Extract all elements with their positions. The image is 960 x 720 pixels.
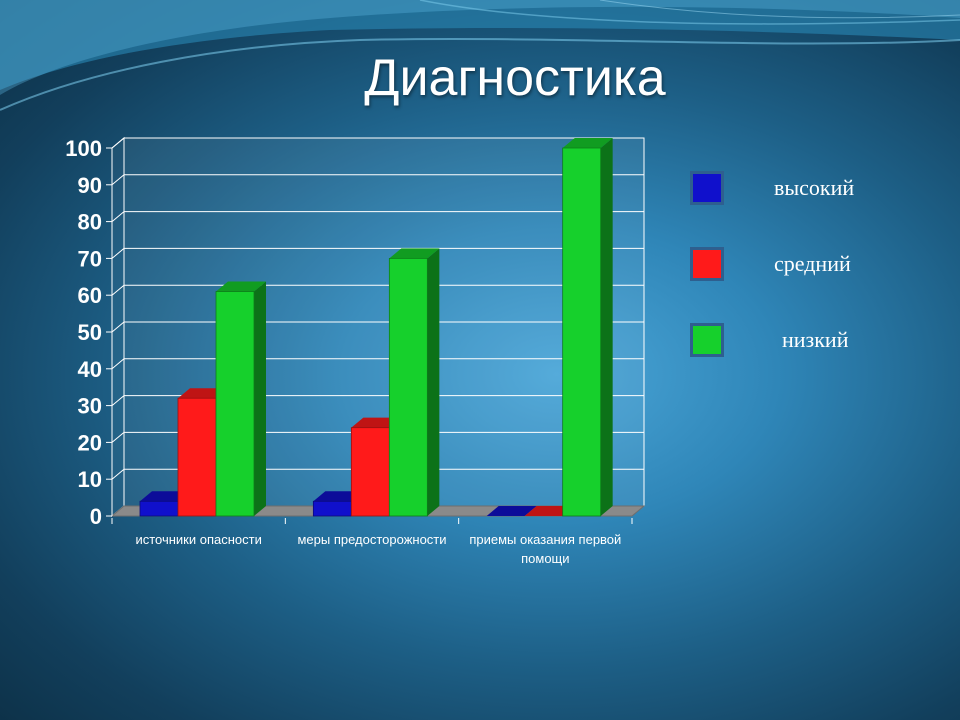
header-swoosh-decoration — [0, 0, 960, 111]
x-category-label-line: приемы оказания первой — [469, 532, 621, 547]
bar-top — [178, 388, 228, 399]
y-tick-label: 100 — [65, 136, 102, 161]
gridline — [111, 358, 644, 370]
legend-label-low: низкий — [782, 327, 849, 352]
bar-top — [389, 248, 440, 259]
bar-side — [600, 138, 613, 516]
gridline — [111, 321, 644, 333]
gridline — [111, 431, 644, 443]
bar-top — [216, 281, 266, 292]
y-tick-label: 30 — [78, 394, 102, 419]
gridline — [111, 468, 644, 480]
bar-side — [427, 248, 440, 516]
y-tick-label: 40 — [78, 357, 102, 382]
x-category-label: источники опасности — [135, 532, 261, 547]
y-tick-label: 0 — [90, 504, 102, 529]
bar — [562, 147, 602, 517]
legend-item-low: низкий — [690, 323, 930, 363]
y-tick-label: 20 — [78, 430, 102, 455]
bar-top — [562, 138, 613, 148]
gridline — [111, 284, 644, 296]
gridline — [111, 137, 644, 149]
bar — [215, 291, 255, 517]
bar — [312, 500, 352, 517]
bar-top — [351, 417, 402, 428]
y-tick-label: 60 — [78, 283, 102, 308]
y-tick-label: 10 — [78, 467, 102, 492]
bar-top — [486, 506, 537, 516]
bar — [177, 397, 217, 517]
y-tick-label: 70 — [78, 246, 102, 271]
legend-swatch-low — [690, 323, 724, 357]
y-tick-label: 50 — [78, 320, 102, 345]
gridline — [111, 395, 644, 406]
legend-swatch-medium — [690, 247, 724, 281]
bar-top — [140, 491, 190, 502]
legend-item-high: высокий — [690, 171, 930, 211]
bar-side — [254, 281, 266, 516]
gridline — [111, 247, 644, 259]
x-category-label: меры предосторожности — [297, 532, 446, 547]
bar — [388, 257, 428, 517]
x-category-label-line: меры предосторожности — [297, 532, 446, 547]
bar-top — [313, 491, 364, 502]
legend-label-medium: средний — [774, 251, 851, 276]
y-tick-label: 80 — [78, 210, 102, 235]
x-category-label: приемы оказания первой помощи — [469, 532, 621, 566]
x-category-label-line: источники опасности — [135, 532, 261, 547]
bar — [139, 500, 179, 517]
bar — [350, 427, 390, 517]
legend-label-high: высокий — [774, 175, 855, 200]
slide-title: Диагностика — [364, 49, 666, 107]
legend-swatch-high — [690, 171, 724, 205]
gridline — [111, 174, 644, 186]
x-category-label-line: помощи — [521, 551, 569, 566]
y-tick-label: 90 — [78, 173, 102, 198]
bar-top — [524, 506, 575, 516]
legend-item-medium: средний — [690, 247, 930, 287]
gridline — [111, 211, 644, 222]
